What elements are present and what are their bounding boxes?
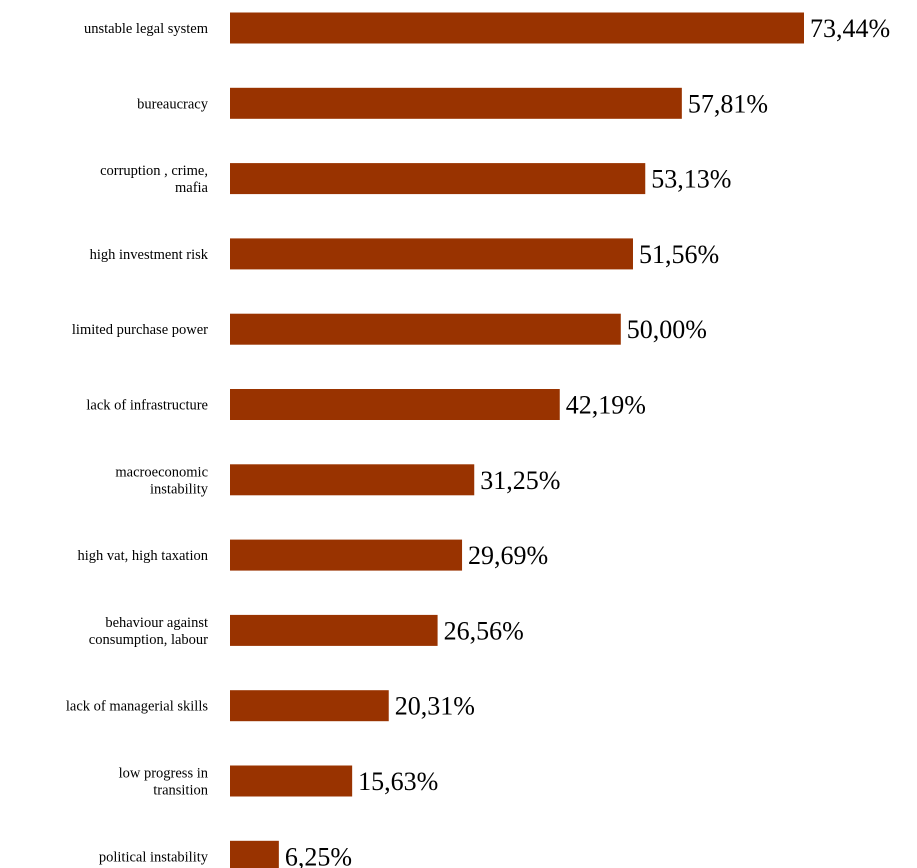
bar bbox=[230, 12, 804, 44]
bar bbox=[230, 464, 475, 496]
bar bbox=[230, 389, 560, 420]
bar bbox=[230, 765, 353, 797]
data-label: 57,81% bbox=[688, 89, 768, 118]
category-label-line: political instability bbox=[99, 849, 209, 865]
bar bbox=[230, 840, 279, 868]
bar bbox=[230, 614, 438, 646]
bar bbox=[230, 163, 646, 195]
category-label: corruption , crime, mafia bbox=[100, 163, 208, 196]
bar bbox=[230, 238, 633, 270]
data-label: 20,31% bbox=[395, 692, 475, 721]
category-label-line: lack of managerial skills bbox=[66, 699, 208, 715]
category-label: low progress in transition bbox=[119, 766, 209, 799]
category-label-line: high investment risk bbox=[90, 247, 209, 263]
bar bbox=[230, 313, 621, 345]
category-label-line: mafia bbox=[175, 180, 209, 196]
category-label-line: bureaucracy bbox=[137, 96, 209, 112]
category-label: behaviour against consumption, labour bbox=[89, 615, 208, 648]
data-label: 50,00% bbox=[627, 315, 707, 344]
category-label: limited purchase power bbox=[72, 322, 208, 338]
data-label: 53,13% bbox=[651, 165, 731, 194]
bar bbox=[230, 690, 389, 722]
category-label-line: corruption , crime, bbox=[100, 163, 208, 179]
category-label-line: instability bbox=[150, 481, 209, 497]
category-label: high investment risk bbox=[90, 247, 209, 263]
category-label-line: low progress in bbox=[119, 766, 209, 782]
category-label: lack of infrastructure bbox=[86, 398, 208, 414]
data-label: 26,56% bbox=[444, 616, 524, 645]
data-label: 42,19% bbox=[566, 391, 646, 420]
bar bbox=[230, 87, 682, 119]
data-label: 31,25% bbox=[480, 466, 560, 495]
bar bbox=[230, 539, 463, 571]
data-label: 15,63% bbox=[358, 767, 438, 796]
category-label: macroeconomic instability bbox=[115, 464, 208, 497]
data-label: 73,44% bbox=[810, 14, 890, 43]
category-label-line: lack of infrastructure bbox=[86, 398, 208, 414]
category-label: lack of managerial skills bbox=[66, 699, 208, 715]
category-label-line: consumption, labour bbox=[89, 632, 208, 648]
category-label-line: transition bbox=[153, 783, 209, 799]
category-label: political instability bbox=[99, 849, 209, 865]
data-label: 51,56% bbox=[639, 240, 719, 269]
category-label-line: behaviour against bbox=[105, 615, 208, 631]
data-label: 6,25% bbox=[285, 842, 352, 868]
category-label-line: macroeconomic bbox=[115, 464, 208, 480]
data-label: 29,69% bbox=[468, 541, 548, 570]
category-label: bureaucracy bbox=[137, 96, 209, 112]
category-label-line: limited purchase power bbox=[72, 322, 208, 338]
category-label: high vat, high taxation bbox=[78, 548, 209, 564]
category-label: unstable legal system bbox=[84, 21, 209, 37]
category-label-line: high vat, high taxation bbox=[78, 548, 209, 564]
category-label-line: unstable legal system bbox=[84, 21, 209, 37]
